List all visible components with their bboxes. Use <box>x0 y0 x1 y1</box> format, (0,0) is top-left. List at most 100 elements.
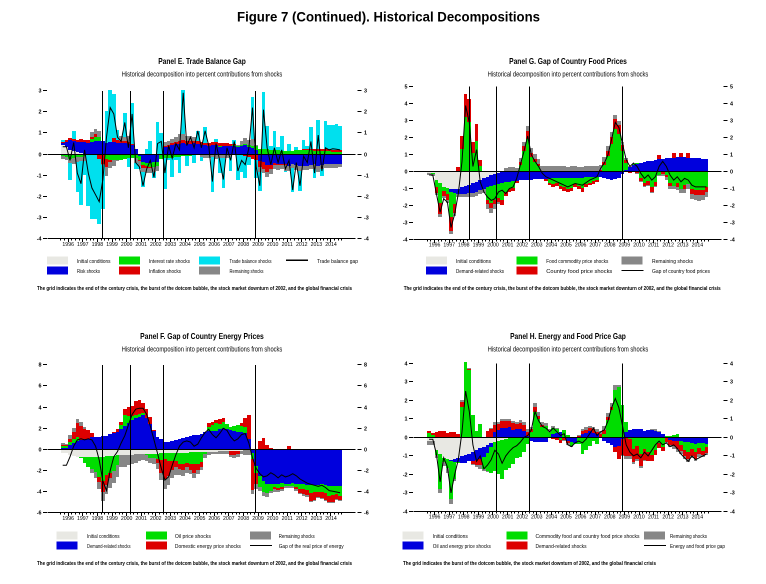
svg-text:-2: -2 <box>37 469 42 475</box>
svg-text:2013: 2013 <box>677 515 689 521</box>
svg-text:The grid indicates the end of: The grid indicates the end of the centur… <box>404 286 721 292</box>
svg-text:Risk shocks: Risk shocks <box>77 269 100 275</box>
svg-text:Initial conditions: Initial conditions <box>456 259 491 265</box>
svg-text:2013: 2013 <box>311 516 323 522</box>
svg-text:2010: 2010 <box>267 242 279 248</box>
svg-text:Demand-related shocks: Demand-related shocks <box>536 544 587 550</box>
svg-text:Panel E. Trade Balance Gap: Panel E. Trade Balance Gap <box>158 56 246 66</box>
svg-text:2000: 2000 <box>487 243 499 249</box>
svg-text:1999: 1999 <box>106 516 118 522</box>
svg-text:1: 1 <box>405 417 408 423</box>
svg-text:2: 2 <box>364 110 367 116</box>
svg-text:Gap of the real price of energ: Gap of the real price of energy <box>279 544 344 550</box>
svg-text:Panel H. Energy and Food Price: Panel H. Energy and Food Price Gap <box>510 331 626 341</box>
svg-text:-4: -4 <box>37 490 42 496</box>
svg-text:-3: -3 <box>364 216 369 222</box>
svg-text:1998: 1998 <box>458 515 470 521</box>
svg-text:2002: 2002 <box>150 242 162 248</box>
svg-text:0: 0 <box>39 153 42 159</box>
svg-text:2002: 2002 <box>516 243 528 249</box>
svg-text:2004: 2004 <box>179 516 191 522</box>
svg-text:Initial conditions: Initial conditions <box>87 534 120 540</box>
svg-text:2005: 2005 <box>560 243 572 249</box>
svg-text:2: 2 <box>730 399 733 405</box>
svg-text:Historical decomposition into: Historical decomposition into percent co… <box>488 72 649 79</box>
svg-text:1996: 1996 <box>62 516 74 522</box>
svg-text:4: 4 <box>405 102 408 108</box>
svg-text:-2: -2 <box>730 473 735 479</box>
svg-text:0: 0 <box>39 448 42 454</box>
svg-text:2002: 2002 <box>150 516 162 522</box>
svg-text:Food commodity price shocks: Food commodity price shocks <box>546 259 608 265</box>
svg-text:-6: -6 <box>364 511 369 517</box>
svg-text:-2: -2 <box>37 195 42 201</box>
svg-text:1998: 1998 <box>92 242 104 248</box>
svg-text:2001: 2001 <box>502 515 514 521</box>
svg-text:4: 4 <box>730 362 733 368</box>
svg-text:2: 2 <box>730 136 733 142</box>
svg-text:4: 4 <box>405 362 408 368</box>
svg-text:2001: 2001 <box>135 242 147 248</box>
svg-text:2004: 2004 <box>546 515 558 521</box>
svg-text:-1: -1 <box>403 187 408 193</box>
svg-text:2014: 2014 <box>325 516 337 522</box>
svg-text:2014: 2014 <box>692 243 704 249</box>
svg-text:Remaining shocks: Remaining shocks <box>279 534 315 540</box>
svg-text:1996: 1996 <box>429 515 441 521</box>
svg-text:Energy and food price gap: Energy and food price gap <box>670 544 725 550</box>
svg-text:0: 0 <box>405 170 408 176</box>
svg-text:2005: 2005 <box>194 242 206 248</box>
svg-text:-4: -4 <box>403 510 408 516</box>
svg-text:2005: 2005 <box>560 515 572 521</box>
svg-text:4: 4 <box>39 406 42 412</box>
svg-text:Historical decomposition into: Historical decomposition into percent co… <box>122 347 283 354</box>
svg-text:1: 1 <box>405 153 408 159</box>
svg-text:2010: 2010 <box>633 243 645 249</box>
svg-text:6: 6 <box>39 384 42 390</box>
svg-text:2003: 2003 <box>531 515 543 521</box>
svg-text:2014: 2014 <box>325 242 337 248</box>
svg-text:2012: 2012 <box>296 516 308 522</box>
svg-text:2000: 2000 <box>487 515 499 521</box>
svg-text:Domestic energy price shocks: Domestic energy price shocks <box>175 544 241 550</box>
svg-text:Panel F. Gap of Country Energy: Panel F. Gap of Country Energy Prices <box>140 331 264 341</box>
svg-text:-1: -1 <box>37 174 42 180</box>
svg-text:-2: -2 <box>403 204 408 210</box>
svg-text:1997: 1997 <box>443 243 455 249</box>
svg-text:Trade balance gap: Trade balance gap <box>317 259 358 265</box>
svg-text:2007: 2007 <box>223 516 235 522</box>
svg-text:2014: 2014 <box>692 515 704 521</box>
svg-text:Initial conditions: Initial conditions <box>433 534 468 540</box>
svg-text:2012: 2012 <box>296 242 308 248</box>
svg-text:2007: 2007 <box>589 243 601 249</box>
svg-text:Panel G. Gap of Country Food P: Panel G. Gap of Country Food Prices <box>509 56 627 66</box>
svg-text:2: 2 <box>405 136 408 142</box>
svg-text:2007: 2007 <box>589 515 601 521</box>
svg-text:2008: 2008 <box>604 243 616 249</box>
svg-text:1999: 1999 <box>106 242 118 248</box>
svg-text:3: 3 <box>364 89 367 95</box>
svg-text:2010: 2010 <box>633 515 645 521</box>
svg-text:1997: 1997 <box>443 515 455 521</box>
svg-text:-2: -2 <box>364 469 369 475</box>
svg-text:-1: -1 <box>730 187 735 193</box>
svg-text:Figure 7 (Continued). Historic: Figure 7 (Continued). Historical Decompo… <box>237 9 540 25</box>
svg-text:4: 4 <box>730 102 733 108</box>
svg-text:The grid indicates the burst o: The grid indicates the burst of the dotc… <box>403 561 656 567</box>
svg-text:1996: 1996 <box>429 243 441 249</box>
svg-text:3: 3 <box>730 119 733 125</box>
svg-text:2004: 2004 <box>179 242 191 248</box>
svg-text:-3: -3 <box>730 221 735 227</box>
svg-text:4: 4 <box>364 406 367 412</box>
svg-text:2012: 2012 <box>662 515 674 521</box>
svg-text:2006: 2006 <box>575 243 587 249</box>
svg-text:Commodity food and country foo: Commodity food and country food price sh… <box>536 534 640 540</box>
svg-text:1: 1 <box>364 131 367 137</box>
svg-text:1: 1 <box>39 131 42 137</box>
svg-text:8: 8 <box>39 363 42 369</box>
svg-text:0: 0 <box>405 436 408 442</box>
svg-text:2009: 2009 <box>619 243 631 249</box>
svg-text:2: 2 <box>405 399 408 405</box>
svg-text:1996: 1996 <box>62 242 74 248</box>
svg-text:-4: -4 <box>364 490 369 496</box>
